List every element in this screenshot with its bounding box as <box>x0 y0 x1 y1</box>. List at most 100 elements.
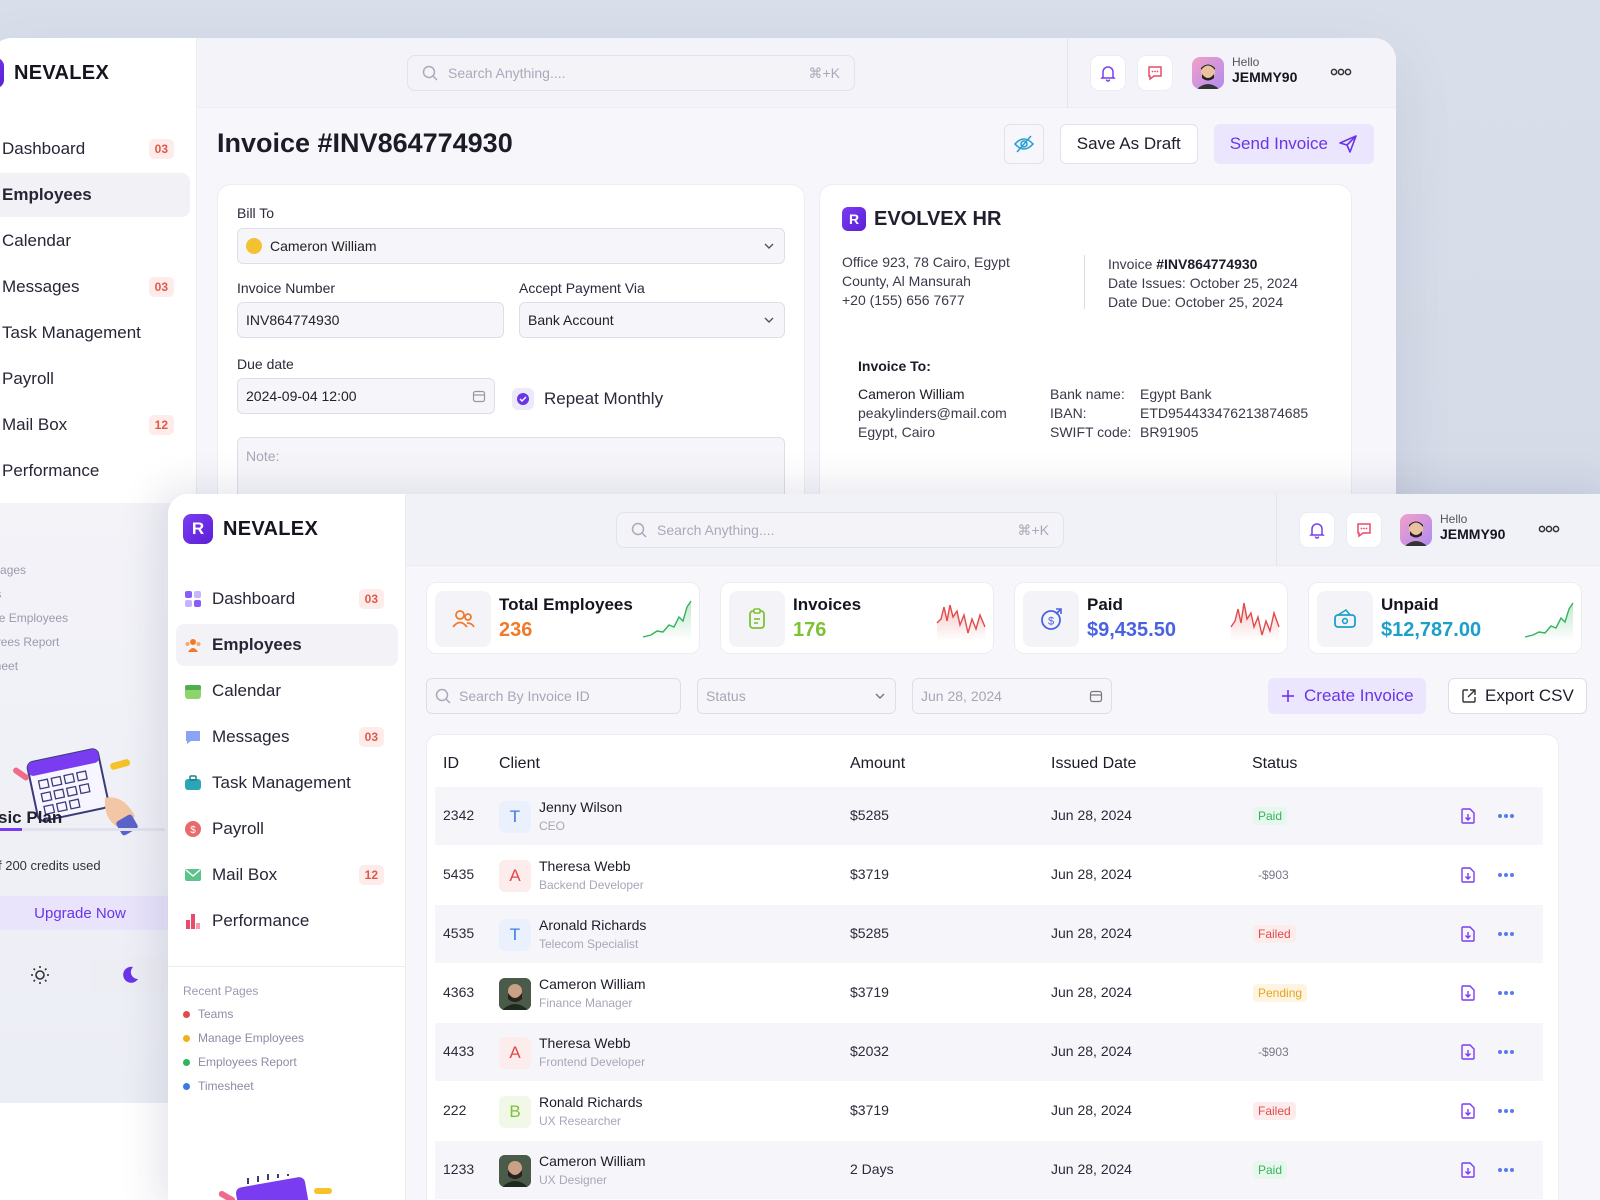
client-role: CEO <box>539 819 566 833</box>
preview-toggle-button[interactable] <box>1003 124 1044 164</box>
employees-stat-icon <box>435 591 491 647</box>
status-badge: Failed <box>1253 1102 1296 1120</box>
greeting: Hello <box>1440 512 1468 526</box>
user-info[interactable]: Hello JEMMY90 <box>1440 512 1506 543</box>
table-row[interactable]: 1233 Cameron William UX Designer 2 Days … <box>435 1141 1543 1199</box>
back-chat-button[interactable] <box>1137 55 1173 91</box>
user-avatar[interactable] <box>1400 514 1432 546</box>
bill-to-select[interactable]: Cameron William <box>237 228 785 264</box>
repeat-monthly-checkbox[interactable]: Repeat Monthly <box>512 388 663 410</box>
invoice-number-input[interactable]: INV864774930 <box>237 302 504 338</box>
back-nav-messages[interactable]: Messages 03 <box>0 265 190 309</box>
column-header-issued-date[interactable]: Issued Date <box>1051 755 1137 772</box>
download-invoice-icon[interactable] <box>1459 1043 1477 1061</box>
more-icon[interactable] <box>1497 1108 1515 1114</box>
back-nav-mailbox[interactable]: Mail Box 12 <box>0 403 190 447</box>
stat-paid[interactable]: $ Paid $9,435.50 <box>1014 582 1288 654</box>
notification-button[interactable] <box>1299 512 1335 548</box>
table-row[interactable]: 4433 A Theresa Webb Frontend Developer $… <box>435 1023 1543 1081</box>
save-draft-button[interactable]: Save As Draft <box>1059 124 1198 164</box>
stat-invoices[interactable]: Invoices 176 <box>720 582 994 654</box>
recent-item-manage-employees[interactable]: Manage Employees <box>183 1031 304 1045</box>
back-nav-performance[interactable]: Performance <box>0 449 190 493</box>
stat-unpaid[interactable]: Unpaid $12,787.00 <box>1308 582 1582 654</box>
recent-item[interactable]: mesheet <box>0 659 19 673</box>
back-nav-dashboard[interactable]: Dashboard 03 <box>0 127 190 171</box>
recent-item-teams[interactable]: Teams <box>183 1007 304 1021</box>
recent-label: Manage Employees <box>198 1031 305 1045</box>
back-recent-pages: ent Pages eams anage Employees nployees … <box>0 563 68 683</box>
chat-button[interactable] <box>1346 512 1382 548</box>
back-nav-task-management[interactable]: Task Management <box>0 311 190 355</box>
column-header-client[interactable]: Client <box>499 755 540 772</box>
nav-performance[interactable]: Performance <box>176 900 398 942</box>
download-invoice-icon[interactable] <box>1459 925 1477 943</box>
back-logo[interactable]: R NEVALEX <box>0 58 109 88</box>
light-mode-button[interactable] <box>0 958 80 992</box>
company-phone: +20 (155) 656 7677 <box>842 292 965 308</box>
more-icon[interactable] <box>1497 1167 1515 1173</box>
date-filter[interactable]: Jun 28, 2024 <box>912 678 1112 714</box>
company-address: Office 923, 78 Cairo, Egypt County, Al M… <box>842 253 1010 310</box>
nav-calendar[interactable]: Calendar <box>176 670 398 712</box>
more-icon[interactable] <box>1330 68 1352 76</box>
recent-item[interactable]: anage Employees <box>0 611 69 625</box>
download-invoice-icon[interactable] <box>1459 1102 1477 1120</box>
send-invoice-button[interactable]: Send Invoice <box>1213 124 1374 164</box>
recent-item[interactable]: nployees Report <box>0 635 60 649</box>
table-row[interactable]: 4535 T Aronald Richards Telecom Speciali… <box>435 905 1543 963</box>
more-icon[interactable] <box>1497 931 1515 937</box>
more-icon[interactable] <box>1497 1049 1515 1055</box>
stat-total-employees[interactable]: Total Employees 236 <box>426 582 700 654</box>
back-notification-button[interactable] <box>1090 55 1126 91</box>
sparkline-up-icon <box>1524 602 1574 641</box>
download-invoice-icon[interactable] <box>1459 984 1477 1002</box>
recent-item-timesheet[interactable]: Timesheet <box>183 1079 304 1093</box>
greeting: Hello <box>1232 55 1260 69</box>
nav-employees[interactable]: Employees <box>176 624 398 666</box>
nav-payroll[interactable]: $ Payroll <box>176 808 398 850</box>
table-row[interactable]: 2342 T Jenny Wilson CEO $5285 Jun 28, 20… <box>435 787 1543 845</box>
dark-mode-button[interactable] <box>90 958 170 992</box>
export-csv-button[interactable]: Export CSV <box>1448 678 1587 714</box>
recent-item[interactable]: eams <box>0 587 68 601</box>
back-nav-payroll[interactable]: Payroll <box>0 357 190 401</box>
table-row[interactable]: 222 B Ronald Richards UX Researcher $371… <box>435 1082 1543 1140</box>
table-row[interactable]: 4363 Cameron William Finance Manager $37… <box>435 964 1543 1022</box>
download-invoice-icon[interactable] <box>1459 866 1477 884</box>
recent-item-employees-report[interactable]: Employees Report <box>183 1055 304 1069</box>
download-invoice-icon[interactable] <box>1459 807 1477 825</box>
back-sidebar: R NEVALEX Dashboard 03 Employees Calendar… <box>0 38 197 1200</box>
payment-method-select[interactable]: Bank Account <box>519 302 785 338</box>
create-invoice-button[interactable]: Create Invoice <box>1268 678 1426 714</box>
front-search-input[interactable]: Search Anything.... ⌘+K <box>616 512 1064 548</box>
nav-mailbox[interactable]: Mail Box 12 <box>176 854 398 896</box>
chat-icon <box>1357 523 1371 538</box>
back-user-avatar[interactable] <box>1192 57 1224 89</box>
nav-label: Payroll <box>2 369 54 388</box>
nav-task-management[interactable]: Task Management <box>176 762 398 804</box>
back-nav-employees[interactable]: Employees <box>0 173 190 217</box>
status-select[interactable]: Status <box>697 678 896 714</box>
column-header-amount[interactable]: Amount <box>850 755 906 772</box>
column-header-id[interactable]: ID <box>443 755 459 772</box>
back-search-input[interactable]: Search Anything.... ⌘+K <box>407 55 855 91</box>
cell-issued-date: Jun 28, 2024 <box>1051 807 1132 823</box>
username: JEMMY90 <box>1440 526 1506 543</box>
back-user-info[interactable]: Hello JEMMY90 <box>1232 55 1297 85</box>
column-header-status[interactable]: Status <box>1252 755 1298 772</box>
nav-dashboard[interactable]: Dashboard 03 <box>176 578 398 620</box>
upgrade-button[interactable]: Upgrade Now <box>0 896 170 930</box>
invoice-id-search[interactable]: Search By Invoice ID <box>426 678 681 714</box>
more-icon[interactable] <box>1538 525 1560 533</box>
nav-messages[interactable]: Messages 03 <box>176 716 398 758</box>
front-logo[interactable]: R NEVALEX <box>183 514 318 544</box>
back-nav-calendar[interactable]: Calendar <box>0 219 190 263</box>
due-date-input[interactable]: 2024-09-04 12:00 <box>237 378 495 414</box>
more-icon[interactable] <box>1497 813 1515 819</box>
more-icon[interactable] <box>1497 990 1515 996</box>
download-invoice-icon[interactable] <box>1459 1161 1477 1179</box>
table-row[interactable]: 5435 A Theresa Webb Backend Developer $3… <box>435 846 1543 904</box>
company-logo-icon: R <box>842 207 866 231</box>
more-icon[interactable] <box>1497 872 1515 878</box>
